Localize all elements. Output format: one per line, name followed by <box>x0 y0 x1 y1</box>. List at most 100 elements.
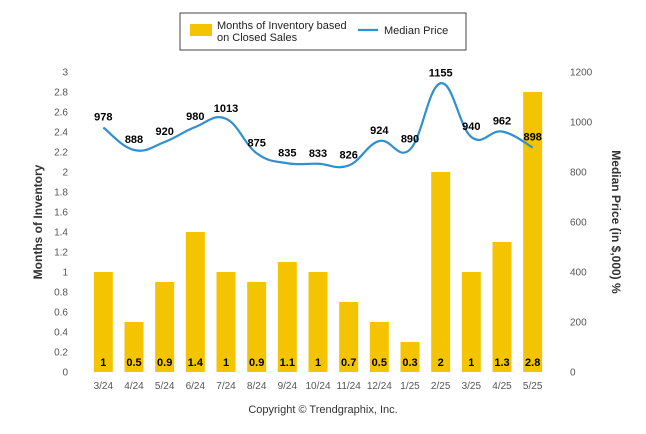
y-left-tick-label: 1.2 <box>54 248 68 259</box>
x-tick-label: 6/24 <box>186 381 206 392</box>
median-price-value-label: 888 <box>125 134 143 146</box>
bar[interactable] <box>461 272 481 372</box>
median-price-value-label: 1013 <box>214 103 238 115</box>
y-right-tick-label: 1200 <box>570 68 593 79</box>
median-price-value-label: 980 <box>186 111 204 123</box>
y-left-tick-label: 1.8 <box>54 188 68 199</box>
y-right-tick-label: 400 <box>570 268 587 279</box>
x-tick-label: 10/24 <box>305 381 330 392</box>
bar-value-label: 0.3 <box>402 357 417 369</box>
median-price-value-label: 835 <box>278 147 296 159</box>
median-price-point[interactable] <box>101 126 105 130</box>
bar[interactable] <box>523 92 543 372</box>
y-left-tick-label: 1.6 <box>54 208 68 219</box>
bar[interactable] <box>369 322 389 372</box>
bar-value-label: 1 <box>223 357 229 369</box>
bar-value-label: 1.4 <box>188 357 204 369</box>
bar[interactable] <box>492 242 512 372</box>
legend-box <box>179 12 467 51</box>
x-tick-label: 3/25 <box>462 381 482 392</box>
bar[interactable] <box>431 172 451 372</box>
y-left-tick-label: 2.6 <box>54 108 68 119</box>
bar-value-label: 0.5 <box>126 357 141 369</box>
bar-value-label: 2 <box>438 357 444 369</box>
median-price-point[interactable] <box>224 117 228 121</box>
bar[interactable] <box>247 282 267 372</box>
median-price-value-label: 920 <box>155 126 173 138</box>
median-price-point[interactable] <box>193 125 197 129</box>
median-price-value-label: 826 <box>339 150 357 162</box>
bar-value-label: 0.9 <box>157 357 172 369</box>
legend-bar-swatch <box>190 24 212 36</box>
y-left-tick-label: 2.8 <box>54 88 68 99</box>
median-price-value-label: 940 <box>462 121 480 133</box>
y-right-tick-label: 600 <box>570 218 587 229</box>
median-price-point[interactable] <box>255 151 259 155</box>
y-right-tick-label: 800 <box>570 168 587 179</box>
bar-value-label: 2.8 <box>525 357 540 369</box>
y-left-tick-label: 2.2 <box>54 148 68 159</box>
median-price-value-label: 875 <box>247 137 265 149</box>
x-tick-label: 4/24 <box>124 381 144 392</box>
median-price-point[interactable] <box>377 139 381 143</box>
median-price-value-label: 1155 <box>429 67 453 79</box>
bar[interactable] <box>400 342 420 372</box>
median-price-point[interactable] <box>316 162 320 166</box>
median-price-point[interactable] <box>132 148 136 152</box>
x-tick-label: 4/25 <box>492 381 512 392</box>
bar[interactable] <box>216 272 236 372</box>
median-price-point[interactable] <box>531 146 535 150</box>
bar-value-label: 1.1 <box>280 357 295 369</box>
legend-label-median-price: Median Price <box>384 25 448 37</box>
median-price-value-label: 924 <box>370 125 389 137</box>
x-tick-label: 8/24 <box>247 381 267 392</box>
median-price-value-label: 890 <box>401 134 419 146</box>
bar[interactable] <box>185 232 205 372</box>
bar-value-label: 1 <box>315 357 321 369</box>
x-tick-label: 2/25 <box>431 381 451 392</box>
median-price-point[interactable] <box>500 130 504 134</box>
x-tick-label: 11/24 <box>337 381 362 392</box>
bar-value-label: 1 <box>100 357 106 369</box>
bar[interactable] <box>93 272 113 372</box>
y-left-tick-label: 0.4 <box>54 328 68 339</box>
bar-value-label: 1 <box>468 357 474 369</box>
median-price-value-label: 978 <box>94 112 112 124</box>
x-tick-label: 7/24 <box>216 381 236 392</box>
median-price-point[interactable] <box>408 148 412 152</box>
y-left-tick-label: 3 <box>62 68 68 79</box>
x-tick-label: 3/24 <box>94 381 114 392</box>
y-left-tick-label: 1.4 <box>54 228 68 239</box>
median-price-point[interactable] <box>285 161 289 165</box>
median-price-point[interactable] <box>439 81 443 85</box>
y-left-tick-label: 2.4 <box>54 128 68 139</box>
y-left-axis-title: Months of Inventory <box>31 164 45 279</box>
bar[interactable] <box>155 282 175 372</box>
median-price-point[interactable] <box>469 135 473 139</box>
y-right-axis-title: Median Price (in $,000) % <box>609 150 623 294</box>
legend-label-inventory: Months of Inventory based <box>217 20 347 32</box>
bar[interactable] <box>339 302 359 372</box>
median-price-line[interactable] <box>102 82 534 169</box>
bar[interactable] <box>277 262 297 372</box>
y-right-tick-label: 0 <box>570 368 576 379</box>
y-left-tick-label: 0.2 <box>54 348 68 359</box>
bar[interactable] <box>124 322 144 372</box>
median-price-value-label: 898 <box>523 132 541 144</box>
median-price-value-label: 833 <box>309 148 327 160</box>
bar[interactable] <box>308 272 328 372</box>
bar-value-label: 0.9 <box>249 357 264 369</box>
x-tick-label: 5/25 <box>523 381 543 392</box>
y-left-tick-label: 0 <box>62 368 68 379</box>
y-left-tick-label: 0.8 <box>54 288 68 299</box>
x-tick-label: 1/25 <box>400 381 420 392</box>
bar-value-label: 0.5 <box>372 357 387 369</box>
x-tick-label: 5/24 <box>155 381 175 392</box>
bar-value-label: 1.3 <box>494 357 509 369</box>
copyright-text: Copyright © Trendgraphix, Inc. <box>248 404 397 416</box>
bar-value-label: 0.7 <box>341 357 356 369</box>
x-tick-label: 12/24 <box>367 381 392 392</box>
median-price-point[interactable] <box>163 140 167 144</box>
median-price-point[interactable] <box>347 164 351 168</box>
